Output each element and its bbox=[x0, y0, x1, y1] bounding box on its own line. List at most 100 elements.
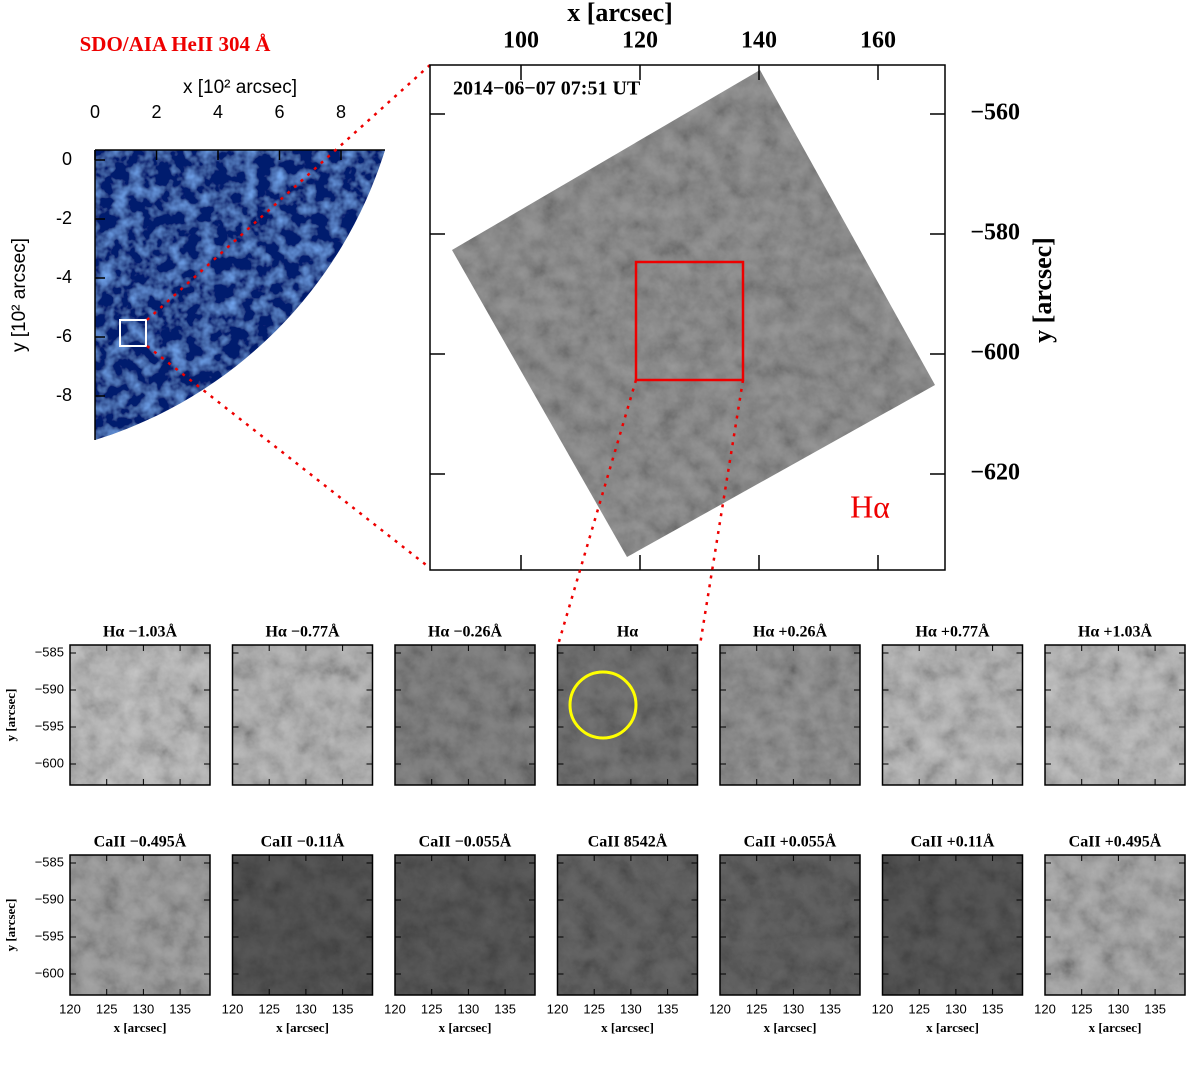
x-tick-label: 125 bbox=[908, 1001, 930, 1016]
aia-y-tick-label: -6 bbox=[56, 326, 72, 346]
aia-y-tick-label: -4 bbox=[56, 267, 72, 287]
y-label: y [arcsec] bbox=[3, 899, 18, 952]
ha-x-tick-label: 100 bbox=[503, 28, 539, 54]
panel-image bbox=[720, 855, 860, 995]
y-tick-label: −600 bbox=[35, 965, 64, 980]
x-tick-label: 125 bbox=[421, 1001, 443, 1016]
panel-image bbox=[395, 645, 535, 785]
highlight-circle bbox=[568, 670, 638, 740]
zoom-line bbox=[146, 64, 431, 321]
x-tick-label: 130 bbox=[945, 1001, 967, 1016]
x-label: x [arcsec] bbox=[1089, 1020, 1142, 1035]
panel-frame bbox=[881, 854, 1024, 996]
x-tick-label: 130 bbox=[620, 1001, 642, 1016]
panel-title: CaII −0.055Å bbox=[419, 833, 512, 851]
ha-y-tick-label: −580 bbox=[970, 220, 1020, 246]
x-tick-label: 135 bbox=[169, 1001, 191, 1016]
aia-x-tick-label: 2 bbox=[151, 102, 161, 122]
x-tick-label: 135 bbox=[982, 1001, 1004, 1016]
ha-image bbox=[452, 70, 935, 557]
x-tick-label: 120 bbox=[384, 1001, 406, 1016]
x-label: x [arcsec] bbox=[439, 1020, 492, 1035]
y-tick-label: −595 bbox=[35, 928, 64, 943]
panel-image bbox=[557, 645, 698, 785]
y-tick-label: −600 bbox=[35, 755, 64, 770]
x-tick-label: 120 bbox=[709, 1001, 731, 1016]
x-tick-label: 130 bbox=[1108, 1001, 1130, 1016]
x-tick-label: 120 bbox=[59, 1001, 81, 1016]
panel-image bbox=[557, 855, 698, 995]
x-label: x [arcsec] bbox=[926, 1020, 979, 1035]
panel-frame bbox=[556, 854, 699, 996]
y-tick-label: −585 bbox=[35, 644, 64, 659]
x-tick-label: 120 bbox=[1034, 1001, 1056, 1016]
aia-y-tick-label: -8 bbox=[56, 385, 72, 405]
panel-frame bbox=[1044, 644, 1186, 786]
panel-image bbox=[882, 855, 1023, 995]
panel-frame bbox=[69, 644, 211, 786]
x-tick-label: 135 bbox=[819, 1001, 841, 1016]
panel-title: Hα −1.03Å bbox=[103, 623, 177, 641]
ha-roi-box bbox=[634, 260, 745, 382]
ha-x-label: x [arcsec] bbox=[567, 0, 673, 27]
ha-y-tick-label: −600 bbox=[970, 340, 1020, 366]
panel-image bbox=[1045, 645, 1185, 785]
ha-y-tick-label: −560 bbox=[970, 100, 1020, 126]
ha-y-tick-label: −620 bbox=[970, 460, 1020, 486]
y-tick-label: −595 bbox=[35, 718, 64, 733]
panel-title: Hα +0.77Å bbox=[915, 623, 989, 641]
aia-y-label: y [10² arcsec] bbox=[9, 238, 30, 352]
panel-title: Hα bbox=[617, 624, 638, 641]
aia-y-tick-label: 0 bbox=[62, 149, 72, 169]
x-tick-label: 125 bbox=[746, 1001, 768, 1016]
zoom-line bbox=[556, 379, 638, 646]
panel-image bbox=[720, 645, 860, 785]
panel-frame bbox=[1044, 854, 1186, 996]
ha-timestamp: 2014−06−07 07:51 UT bbox=[453, 78, 641, 100]
x-tick-label: 130 bbox=[458, 1001, 480, 1016]
panel-title: CaII +0.495Å bbox=[1069, 833, 1162, 851]
panel-image bbox=[232, 855, 373, 995]
zoom-line bbox=[146, 345, 431, 569]
y-tick-label: −590 bbox=[35, 681, 64, 696]
x-tick-label: 130 bbox=[295, 1001, 317, 1016]
aia-y-tick-label: -2 bbox=[56, 208, 72, 228]
ha-x-tick-label: 160 bbox=[860, 28, 896, 54]
ha-x-tick-label: 120 bbox=[622, 28, 658, 54]
panel-title: CaII +0.11Å bbox=[911, 833, 995, 851]
x-label: x [arcsec] bbox=[114, 1020, 167, 1035]
ha-y-label: y [arcsec] bbox=[1028, 237, 1057, 343]
y-tick-label: −590 bbox=[35, 891, 64, 906]
panel-title: Hα +1.03Å bbox=[1078, 623, 1152, 641]
aia-x-tick-label: 8 bbox=[336, 102, 346, 122]
panel-image bbox=[395, 855, 535, 995]
x-tick-label: 125 bbox=[583, 1001, 605, 1016]
x-tick-label: 120 bbox=[222, 1001, 244, 1016]
panel-frame bbox=[69, 854, 211, 996]
aia-roi-box bbox=[119, 319, 147, 347]
x-tick-label: 125 bbox=[1071, 1001, 1093, 1016]
panel-image bbox=[70, 855, 210, 995]
x-tick-label: 120 bbox=[872, 1001, 894, 1016]
panel-image bbox=[882, 645, 1023, 785]
x-label: x [arcsec] bbox=[276, 1020, 329, 1035]
x-tick-label: 135 bbox=[1144, 1001, 1166, 1016]
aia-x-tick-label: 6 bbox=[274, 102, 284, 122]
x-tick-label: 120 bbox=[547, 1001, 569, 1016]
ha-frame bbox=[429, 64, 946, 571]
y-label: y [arcsec] bbox=[3, 689, 18, 742]
x-tick-label: 135 bbox=[332, 1001, 354, 1016]
panel-title: CaII 8542Å bbox=[588, 833, 668, 851]
ha-x-tick-label: 140 bbox=[741, 28, 777, 54]
small-panels: Hα −1.03Å −585 −590 −595 −600 Hα −0.77Å Hα −0.… bbox=[3, 623, 1186, 1035]
y-tick-label: −585 bbox=[35, 854, 64, 869]
panel-frame bbox=[394, 644, 536, 786]
panel-title: Hα −0.77Å bbox=[265, 623, 339, 641]
panel-title: CaII −0.11Å bbox=[261, 833, 345, 851]
panel-frame bbox=[231, 644, 374, 786]
panel-title: Hα −0.26Å bbox=[428, 623, 502, 641]
panel-image bbox=[70, 645, 210, 785]
x-tick-label: 135 bbox=[494, 1001, 516, 1016]
panel-frame bbox=[556, 644, 699, 786]
